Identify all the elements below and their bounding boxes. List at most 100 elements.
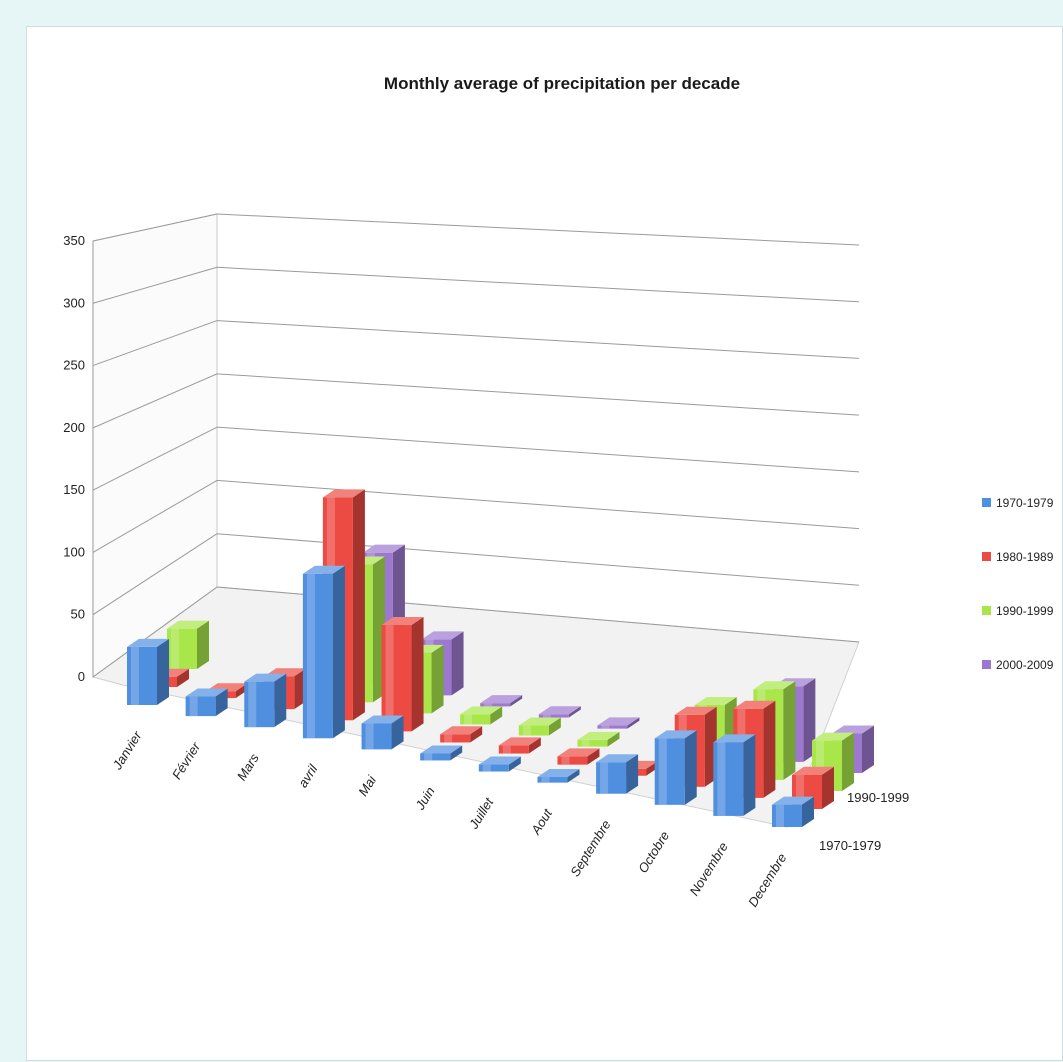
bar-2000-2009-Juin [480, 695, 523, 707]
depth-label: 1990-1999 [847, 790, 909, 805]
legend-label: 1980-1989 [996, 550, 1054, 564]
bar-side [548, 717, 561, 736]
legend-label: 2000-2009 [996, 658, 1054, 672]
bar [460, 714, 491, 725]
bar-top [244, 673, 287, 682]
y-tick-label: 300 [63, 295, 85, 310]
bar-1970-1979-Novembre [713, 734, 756, 816]
bar-highlight [542, 714, 551, 718]
category-label: Novembre [686, 840, 730, 899]
bar-top [127, 638, 169, 647]
y-tick-label: 100 [63, 544, 85, 559]
bar-side [177, 668, 189, 687]
bar-1970-1979-Juin [420, 745, 463, 761]
category-label: Aout [528, 805, 556, 838]
bar-highlight [385, 625, 394, 732]
bar-layer [127, 489, 874, 827]
bar-top [478, 756, 521, 765]
bar-top [596, 754, 639, 763]
bar-side [411, 617, 424, 732]
bar-side [684, 730, 697, 805]
bar-1990-1999-Juillet [518, 717, 561, 736]
bar-top [421, 631, 464, 640]
legend-swatch [982, 660, 991, 669]
bar-highlight [248, 681, 257, 728]
bar [597, 725, 628, 729]
category-label: Mars [234, 750, 262, 783]
bar-top [772, 796, 814, 805]
gridline [216, 266, 860, 303]
bar-side [587, 748, 600, 765]
category-label: avril [295, 761, 321, 790]
bar-side [391, 715, 404, 750]
bar-highlight [561, 756, 570, 765]
bar-highlight [484, 703, 493, 707]
gridline [216, 479, 860, 530]
bar-top [322, 489, 365, 498]
bar-top [381, 617, 424, 626]
y-tick-label: 200 [63, 420, 85, 435]
bar-1970-1979-Octobre [654, 730, 697, 805]
gridline-side [92, 266, 218, 304]
bar [480, 703, 511, 707]
bar-top [753, 681, 796, 690]
gridline-side [92, 213, 218, 242]
bar-side [332, 565, 345, 739]
bar-top [674, 706, 717, 715]
bar-highlight [189, 696, 198, 717]
bar-side [157, 638, 169, 705]
legend: 1970-1979 1980-1989 1990-1999 2000-2009 [982, 496, 1054, 672]
bar-1970-1979-Aout [537, 769, 580, 783]
bar-highlight [816, 740, 824, 791]
bar-side [567, 769, 580, 783]
bar-2000-2009-Juillet [538, 706, 581, 718]
category-label: Janvier [109, 728, 145, 773]
bar-side [274, 673, 287, 728]
bar-highlight [502, 745, 511, 754]
bar-highlight [365, 723, 374, 750]
bar-top [518, 717, 561, 726]
bar-1990-1999-Janvier [167, 620, 209, 669]
bar-top [362, 544, 405, 553]
bar-top [812, 732, 854, 741]
bar [440, 734, 471, 743]
bar-highlight [131, 646, 139, 705]
bar-highlight [717, 742, 726, 816]
depth-labels: 1990-1999 1970-1979 [819, 790, 909, 853]
bar [557, 756, 588, 765]
y-tick-label: 0 [78, 669, 85, 684]
gridline-side [92, 426, 218, 491]
category-label: Decembre [745, 851, 789, 910]
bar-top [733, 700, 776, 709]
bar-side [508, 756, 521, 772]
bar-side [802, 796, 814, 827]
bar-highlight [464, 714, 473, 725]
bar-highlight [522, 725, 531, 736]
bar-side [490, 706, 503, 725]
gridline-side [92, 479, 218, 553]
bar-side [842, 732, 854, 791]
category-label: Juin [412, 784, 438, 813]
bar-top [361, 715, 404, 724]
bar-highlight [541, 777, 550, 783]
bar-side [822, 766, 834, 809]
bar-1970-1979-Decembre [772, 796, 814, 827]
bar-highlight [581, 739, 590, 747]
bar [478, 764, 509, 772]
gridline-side [92, 533, 218, 616]
bar-1980-1989-Juin [440, 726, 483, 743]
bar-top [577, 731, 620, 740]
bar [518, 725, 549, 736]
bar-side [450, 745, 463, 761]
gridline-side [92, 320, 218, 367]
bar [538, 714, 569, 718]
bar-1980-1989-Mai [381, 617, 424, 732]
bar-1970-1979-Septembre [596, 754, 639, 794]
y-tick-label: 350 [63, 233, 85, 248]
bar-highlight [600, 762, 609, 794]
bar-1980-1989-Aout [557, 748, 600, 765]
bar-side [470, 726, 483, 743]
gridline-side [92, 373, 218, 429]
category-label: Juillet [465, 794, 497, 832]
bar-top [302, 565, 345, 574]
